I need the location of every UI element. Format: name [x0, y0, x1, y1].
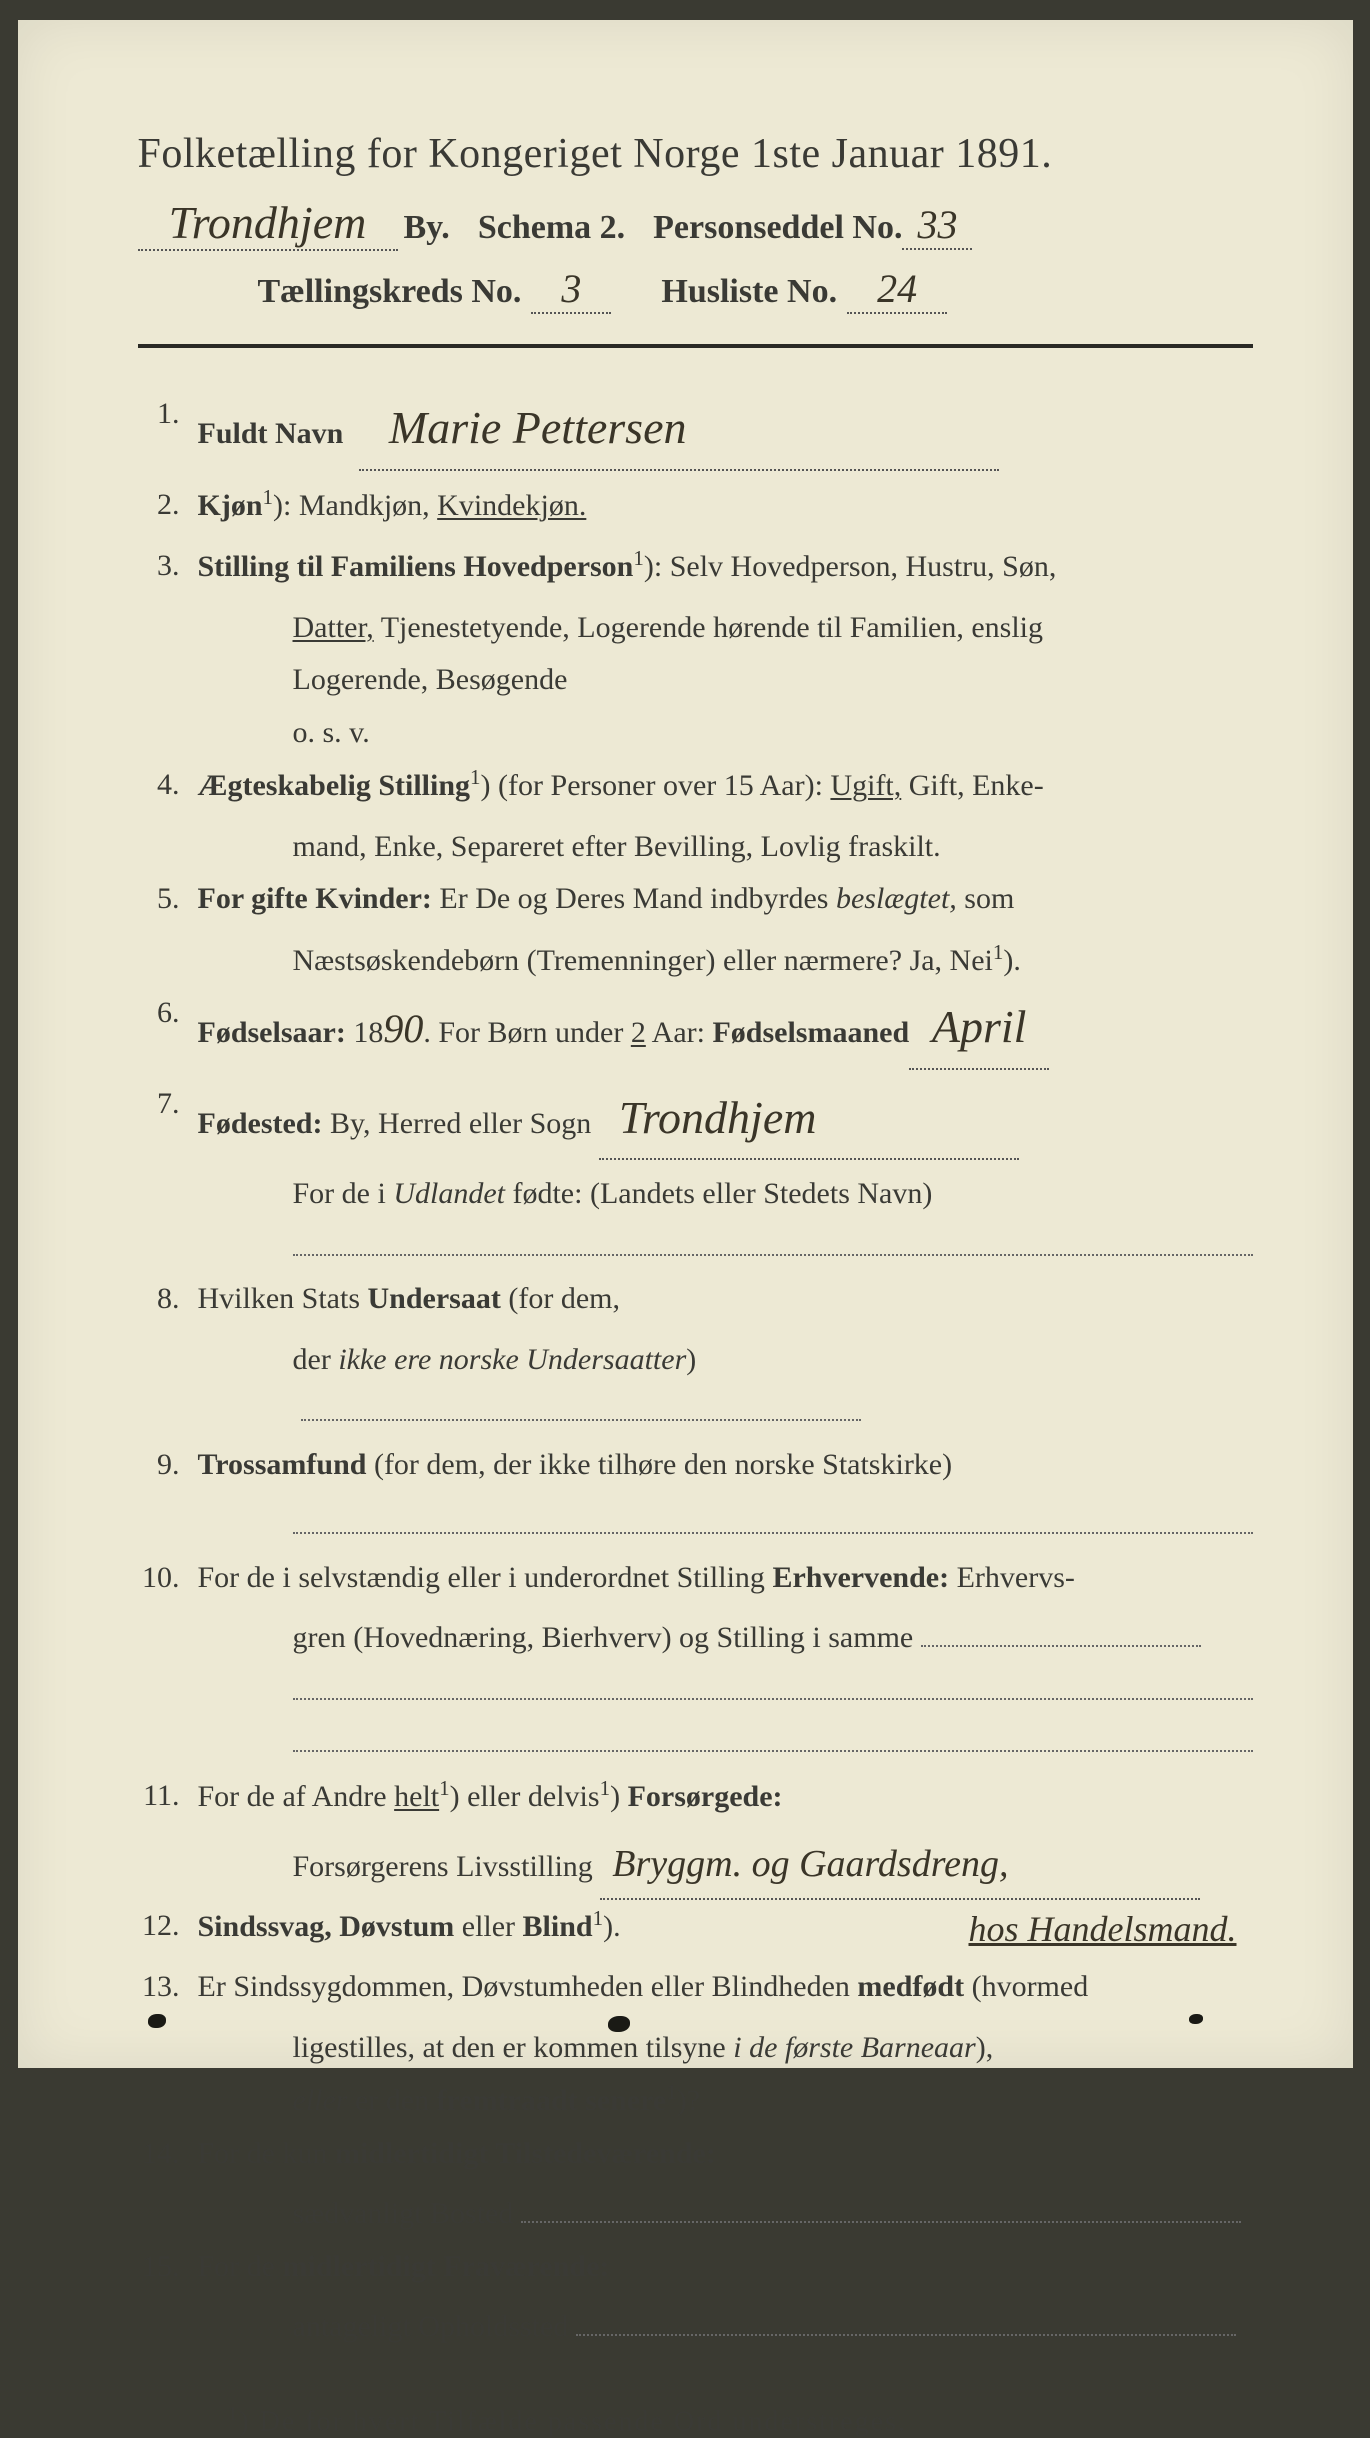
field-1: 1. Fuldt Navn Marie Pettersen: [138, 388, 1253, 471]
stilling-selected: Datter,: [293, 611, 374, 644]
name-value: Marie Pettersen: [359, 388, 999, 471]
personseddel-no: 33: [902, 201, 972, 250]
husliste-no: 24: [847, 265, 947, 314]
personseddel-label: Personseddel No.: [653, 209, 902, 247]
taellingskreds-label: Tællingskreds No.: [258, 273, 522, 311]
birth-year: 90: [383, 1006, 423, 1051]
field-15: 15. For de midlertidigt Fraværende:: [138, 2241, 1253, 2294]
by-label: By.: [404, 209, 450, 247]
blank-line: [293, 1724, 1253, 1752]
taellingskreds-no: 3: [531, 265, 611, 314]
field-9: 9. Trossamfund (for dem, der ikke tilhør…: [138, 1439, 1253, 1492]
label-fuldt-navn: Fuldt Navn: [198, 417, 344, 450]
blank-line: [293, 1228, 1253, 1256]
field-6: 6. Fødselsaar: 1890. For Børn under 2 Aa…: [138, 987, 1253, 1070]
field-7: 7. Fødested: By, Herred eller Sogn Trond…: [138, 1078, 1253, 1161]
form-title: Folketælling for Kongeriget Norge 1ste J…: [138, 130, 1253, 178]
field-4: 4. Ægteskabelig Stilling1) (for Personer…: [138, 759, 1253, 813]
census-form-page: Folketælling for Kongeriget Norge 1ste J…: [18, 20, 1353, 2068]
ink-spot: [608, 2016, 630, 2032]
field-13: 13. Er Sindssygdommen, Døvstumheden elle…: [138, 1961, 1253, 2014]
field-2: 2. Kjøn1): Mandkjøn, Kvindekjøn.: [138, 479, 1253, 533]
field-3: 3. Stilling til Familiens Hovedperson1):…: [138, 540, 1253, 594]
blank-line: [293, 1672, 1253, 1700]
divider: [138, 344, 1253, 348]
birth-month: April: [909, 987, 1049, 1070]
birthplace: Trondhjem: [599, 1078, 1019, 1161]
footnote: 1) De for hvert Tilfælde passende Ord un…: [138, 2404, 1253, 2438]
field-11: 11. For de af Andre helt1) eller delvis1…: [138, 1770, 1253, 1824]
header-line-1: Trondhjem By. Schema 2. Personseddel No.…: [138, 196, 1253, 251]
annotation-handwritten: hos Handelsmand.: [963, 1898, 1243, 1961]
blank-line: [293, 1506, 1253, 1534]
field-12: 12. Sindssvag, Døvstum eller Blind1). ho…: [138, 1900, 1253, 1954]
field-5: 5. For gifte Kvinder: Er De og Deres Man…: [138, 873, 1253, 926]
field-8: 8. Hvilken Stats Undersaat (for dem,: [138, 1273, 1253, 1326]
husliste-label: Husliste No.: [661, 273, 837, 311]
ink-spot: [148, 2014, 166, 2028]
field-14: 14. For de kun midlertidigt Tilstedevære…: [138, 2128, 1253, 2181]
city-handwritten: Trondhjem: [138, 196, 398, 251]
kjon-selected: Kvindekjøn.: [437, 489, 586, 522]
aegteskab-selected: Ugift,: [830, 769, 901, 802]
provider-occupation: Bryggm. og Gaardsdreng,: [600, 1831, 1200, 1900]
ink-spot: [1189, 2014, 1203, 2024]
field-10: 10. For de i selvstændig eller i underor…: [138, 1552, 1253, 1605]
schema-label: Schema 2.: [478, 209, 625, 247]
header-line-2: Tællingskreds No. 3 Husliste No. 24: [138, 265, 1253, 314]
